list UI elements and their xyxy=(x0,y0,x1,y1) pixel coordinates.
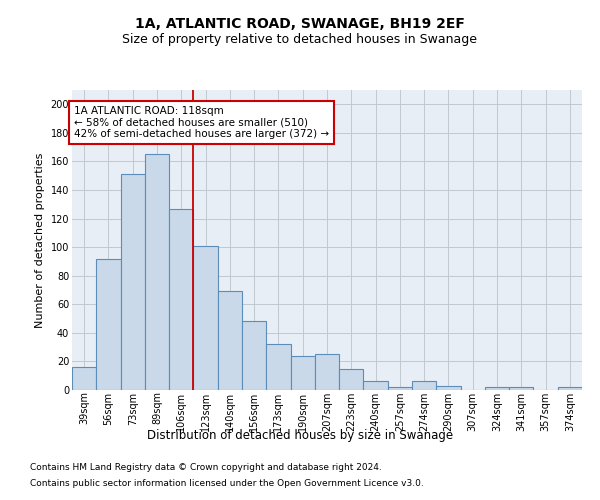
Bar xyxy=(96,258,121,390)
Text: Size of property relative to detached houses in Swanage: Size of property relative to detached ho… xyxy=(122,32,478,46)
Bar xyxy=(218,292,242,390)
Bar xyxy=(412,382,436,390)
Bar xyxy=(242,322,266,390)
Text: 1A ATLANTIC ROAD: 118sqm
← 58% of detached houses are smaller (510)
42% of semi-: 1A ATLANTIC ROAD: 118sqm ← 58% of detach… xyxy=(74,106,329,139)
Bar xyxy=(558,387,582,390)
Text: Contains HM Land Registry data © Crown copyright and database right 2024.: Contains HM Land Registry data © Crown c… xyxy=(30,464,382,472)
Bar xyxy=(339,368,364,390)
Bar xyxy=(169,208,193,390)
Bar xyxy=(193,246,218,390)
Y-axis label: Number of detached properties: Number of detached properties xyxy=(35,152,45,328)
Bar xyxy=(145,154,169,390)
Text: Contains public sector information licensed under the Open Government Licence v3: Contains public sector information licen… xyxy=(30,478,424,488)
Text: Distribution of detached houses by size in Swanage: Distribution of detached houses by size … xyxy=(147,428,453,442)
Bar xyxy=(509,387,533,390)
Bar xyxy=(121,174,145,390)
Bar xyxy=(72,367,96,390)
Bar xyxy=(388,387,412,390)
Bar xyxy=(364,382,388,390)
Bar xyxy=(485,387,509,390)
Bar xyxy=(315,354,339,390)
Bar xyxy=(266,344,290,390)
Bar xyxy=(436,386,461,390)
Bar xyxy=(290,356,315,390)
Text: 1A, ATLANTIC ROAD, SWANAGE, BH19 2EF: 1A, ATLANTIC ROAD, SWANAGE, BH19 2EF xyxy=(135,18,465,32)
